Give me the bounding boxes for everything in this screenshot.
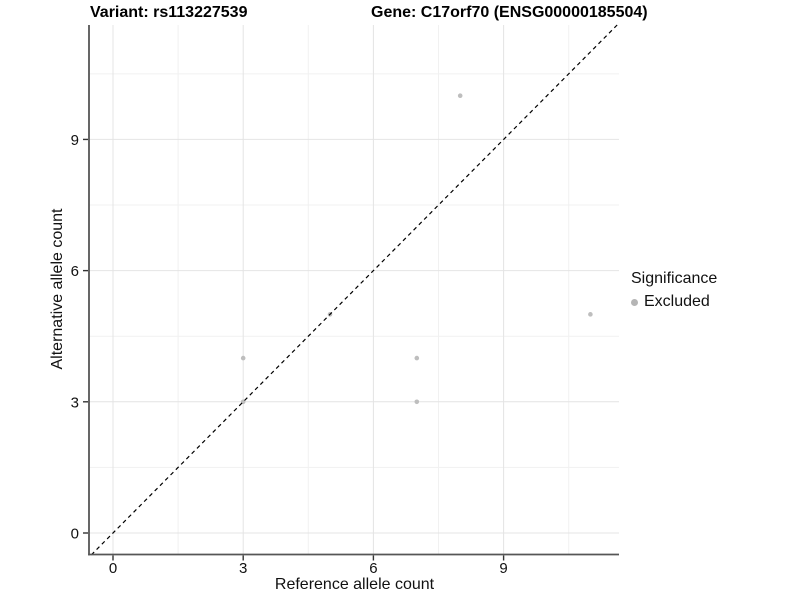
legend-point-icon [631,298,638,306]
legend-item-excluded: Excluded [631,293,717,311]
legend-item-label: Excluded [644,293,710,310]
variant-title: Variant: rs113227539 [90,4,248,21]
legend: Significance Excluded [631,270,717,311]
x-tick-label: 0 [109,560,117,577]
y-tick-label: 6 [71,263,79,280]
data-point [588,312,593,317]
y-tick-label: 9 [71,132,79,149]
data-point [457,93,463,98]
legend-title: Significance [631,270,718,287]
gene-title: Gene: C17orf70 (ENSG00000185504) [371,4,648,21]
identity-line [90,24,618,556]
x-tick-label: 3 [239,560,247,577]
y-tick-label: 0 [71,526,79,543]
x-axis-title: Reference allele count [274,576,435,593]
y-tick-label: 3 [71,394,79,411]
y-axis-title: Alternative allele count [49,208,66,370]
x-tick-label: 6 [369,560,377,577]
x-tick-label: 9 [499,560,507,577]
data-point [240,355,246,361]
data-point [414,399,420,405]
data-point [240,399,246,405]
data-point [414,355,420,361]
